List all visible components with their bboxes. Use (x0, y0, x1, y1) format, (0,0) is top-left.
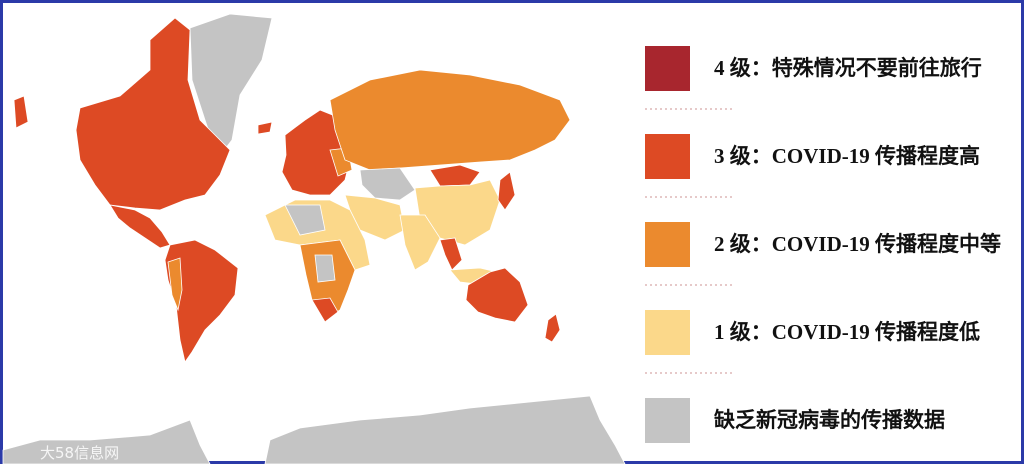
legend-label: 2 级：COVID-19 传播程度中等 (714, 232, 1001, 256)
south-america (164, 239, 239, 363)
antarctica-west (2, 419, 211, 464)
india (399, 214, 441, 271)
russia (329, 69, 571, 171)
legend-label: 缺乏新冠病毒的传播数据 (714, 408, 945, 432)
legend-label: 4 级：特殊情况不要前往旅行 (714, 56, 982, 80)
europe (281, 109, 353, 196)
legend-swatch (645, 46, 690, 91)
south-america-west (167, 257, 183, 312)
sahara (284, 204, 326, 236)
iceland (257, 121, 273, 135)
legend-swatch (645, 310, 690, 355)
africa-nodata (314, 254, 336, 283)
north-america (75, 17, 231, 211)
legend-swatch (645, 134, 690, 179)
world-map (2, 13, 626, 464)
southeast-asia (439, 237, 463, 271)
legend-label: 3 级：COVID-19 传播程度高 (714, 144, 980, 168)
legend-swatch (645, 222, 690, 267)
central-asia (359, 167, 416, 201)
greenland (189, 13, 273, 159)
africa-south (311, 297, 339, 323)
central-america (109, 204, 171, 249)
alaska-part (13, 95, 29, 129)
legend-swatch (645, 398, 690, 443)
japan-korea (497, 171, 516, 211)
watermark: 大58信息网 (40, 444, 119, 462)
mongolia (429, 164, 481, 187)
new-zealand (544, 313, 561, 343)
legend: 4 级：特殊情况不要前往旅行 3 级：COVID-19 传播程度高 2 级：COVI… (645, 46, 1001, 443)
legend-label: 1 级：COVID-19 传播程度低 (714, 320, 980, 344)
australia (465, 267, 529, 323)
antarctica (264, 395, 626, 464)
